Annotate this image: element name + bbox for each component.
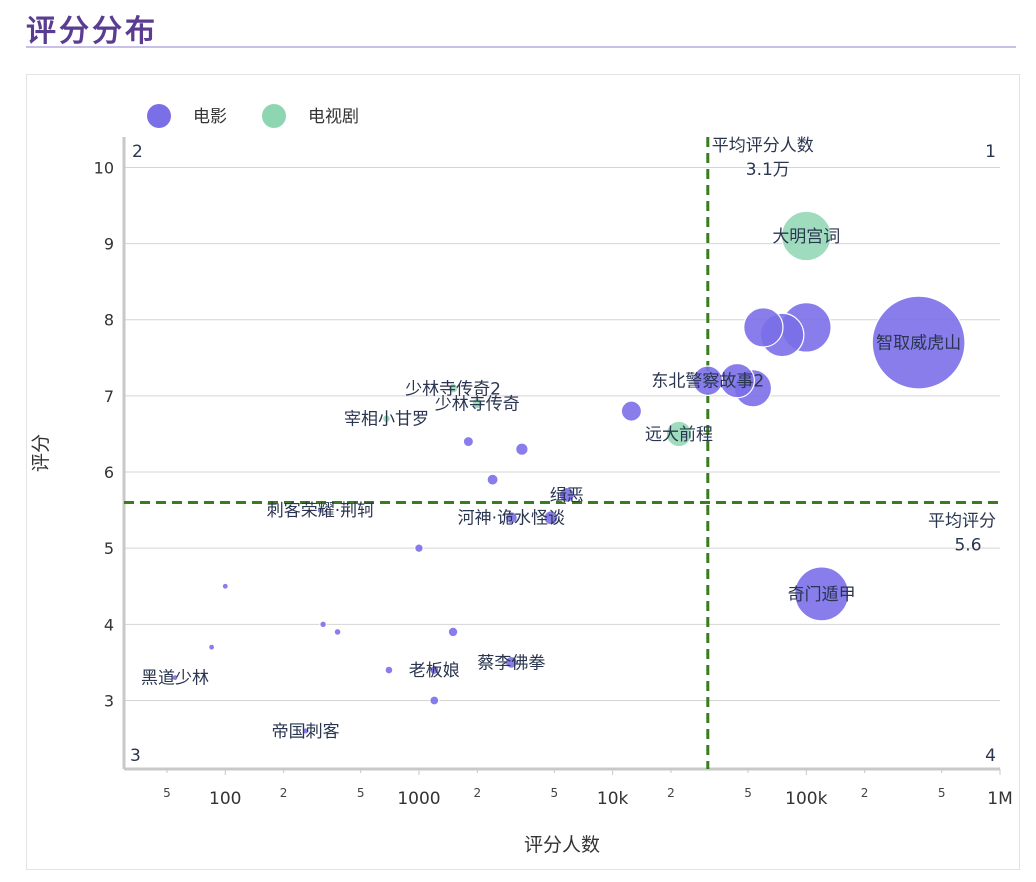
bubble-label: 智取威虎山 xyxy=(876,334,961,354)
x-tick-label: 10k xyxy=(597,789,629,809)
page-title: 评分分布 xyxy=(26,14,158,49)
bubble-label: 少林寺传奇 xyxy=(435,395,520,415)
tv-bubble xyxy=(382,414,391,424)
bubble-label: 缉恶 xyxy=(550,486,584,506)
bubble-label: 蔡李佛拳 xyxy=(477,653,545,673)
quadrant-1-label: 1 xyxy=(985,142,996,162)
x-minor-tick-label: 2 xyxy=(861,786,869,800)
bubble-label: 奇门遁甲 xyxy=(788,585,856,605)
x-minor-tick-label: 5 xyxy=(938,786,946,800)
bubble-label: 老板娘 xyxy=(409,661,460,681)
scatter-chart: 3 4 5 6 7 8 9 10 100 1000 10k 100k 1M 5 2 5 2 5 2 5 2 5 评分人数 评分… xyxy=(30,104,1013,856)
tv-bubble xyxy=(471,397,484,410)
movie-bubble xyxy=(871,295,966,390)
mean-count-label: 平均评分人数 xyxy=(712,136,814,156)
movie-bubble xyxy=(447,626,459,638)
movie-bubble xyxy=(319,620,327,629)
axis-layer: 3 4 5 6 7 8 9 10 100 1000 10k 100k 1M 5 2 5 2 5 2 5 2 5 评分人数 评分 xyxy=(30,137,1013,856)
movie-bubble xyxy=(743,307,784,348)
movie-bubble xyxy=(558,486,575,503)
tv-bubble xyxy=(665,420,693,448)
x-minor-tick-label: 2 xyxy=(473,786,481,800)
bubble-label: 东北警察故事2 xyxy=(651,372,764,392)
tv-bubble xyxy=(447,382,459,394)
movie-bubble xyxy=(620,400,643,422)
movie-bubble xyxy=(316,506,325,514)
x-minor-tick-label: 5 xyxy=(551,786,559,800)
x-tick-label: 100 xyxy=(209,789,241,809)
movie-bubble xyxy=(794,566,850,622)
x-axis-title: 评分人数 xyxy=(524,834,600,856)
movie-bubble xyxy=(429,664,440,676)
bubble-label: 宰相小甘罗 xyxy=(344,410,429,430)
movie-bubble xyxy=(543,510,559,526)
title-divider xyxy=(26,46,1016,48)
x-tick-label: 1M xyxy=(987,789,1012,809)
legend-marker xyxy=(262,104,286,128)
movie-bubble xyxy=(515,442,529,456)
x-minor-tick-label: 2 xyxy=(280,786,288,800)
movie-bubble xyxy=(462,435,475,448)
x-minor-tick-label: 5 xyxy=(744,786,752,800)
y-tick-label: 3 xyxy=(104,691,114,710)
legend: 电影 电视剧 xyxy=(147,104,359,128)
y-tick-label: 10 xyxy=(94,158,114,177)
bubble-label: 帝国刺客 xyxy=(272,722,340,742)
legend-label: 电视剧 xyxy=(308,107,359,127)
movie-bubble xyxy=(504,511,518,525)
x-tick-label: 1000 xyxy=(397,789,440,809)
movie-bubble xyxy=(486,473,499,486)
x-minor-tick-label: 5 xyxy=(163,786,171,800)
movie-bubble xyxy=(414,543,424,554)
x-minor-tick-label: 5 xyxy=(357,786,365,800)
movie-bubble xyxy=(333,627,342,636)
y-tick-label: 9 xyxy=(104,235,114,254)
quadrant-4-label: 4 xyxy=(985,746,996,766)
movie-bubble xyxy=(171,674,179,682)
bubble-label: 刺客荣耀·荆轲 xyxy=(267,501,374,521)
mean-score-value: 5.6 xyxy=(954,535,981,555)
y-tick-label: 6 xyxy=(104,463,114,482)
quadrant-3-label: 3 xyxy=(130,746,141,766)
bubble-label: 黑道少林 xyxy=(141,669,209,689)
grid-layer xyxy=(124,166,1000,701)
legend-marker xyxy=(147,104,171,128)
y-tick-label: 4 xyxy=(104,615,114,634)
movie-bubble xyxy=(208,643,216,651)
bubble-label: 大明宫词 xyxy=(772,227,840,247)
movie-bubble xyxy=(221,582,229,590)
movie-bubble xyxy=(429,695,440,706)
y-axis-title: 评分 xyxy=(30,434,52,472)
x-minor-tick-label: 2 xyxy=(667,786,675,800)
mean-count-value: 3.1万 xyxy=(746,160,790,180)
mean-score-label: 平均评分 xyxy=(928,511,996,531)
bubble-label: 河神·诡水怪谈 xyxy=(458,509,565,529)
bubble-label: 少林寺传奇2 xyxy=(405,379,501,399)
movie-bubble xyxy=(384,665,394,675)
legend-label: 电影 xyxy=(193,107,227,127)
x-tick-label: 100k xyxy=(785,789,827,809)
y-tick-label: 7 xyxy=(104,387,114,406)
y-tick-label: 5 xyxy=(104,539,114,558)
chart-panel: 3 4 5 6 7 8 9 10 100 1000 10k 100k 1M 5 2 5 2 5 2 5 2 5 评分人数 评分… xyxy=(26,74,1020,870)
points-layer xyxy=(171,210,966,735)
bubble-label: 远大前程 xyxy=(645,425,713,445)
movie-bubble xyxy=(692,365,724,396)
movie-bubble xyxy=(301,727,310,735)
y-tick-label: 8 xyxy=(104,311,114,330)
movie-bubble xyxy=(504,655,518,669)
tv-bubble xyxy=(780,210,832,262)
quadrant-2-label: 2 xyxy=(132,142,143,162)
